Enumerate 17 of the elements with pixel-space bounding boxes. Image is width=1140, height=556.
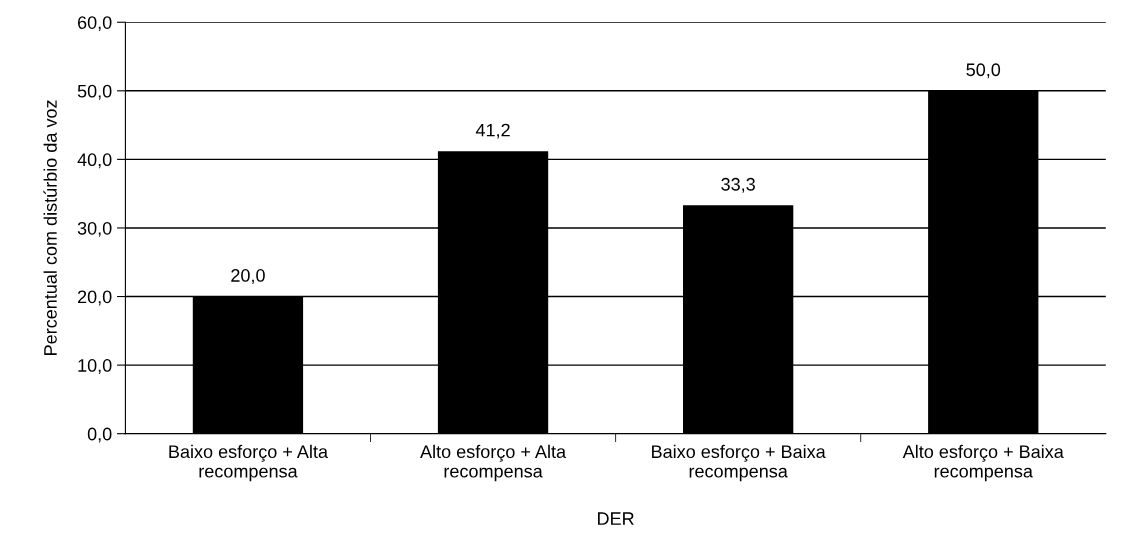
y-tick-label: 60,0 bbox=[77, 16, 112, 32]
x-axis-title: DER bbox=[598, 512, 634, 525]
y-tick-label: 50,0 bbox=[77, 84, 112, 100]
data-label: 33,3 bbox=[721, 177, 755, 193]
x-tick-label: Baixo esforço + Alta recompensa bbox=[169, 444, 328, 482]
y-tick-label: 10,0 bbox=[78, 359, 112, 374]
y-tick-label: 40,0 bbox=[77, 153, 112, 169]
data-label: 20,0 bbox=[231, 269, 265, 284]
x-tick-label: Alto esforço + Alta recompensa bbox=[420, 444, 567, 482]
y-tick-label: 0,0 bbox=[87, 427, 112, 443]
data-label: 50,0 bbox=[966, 63, 1001, 79]
y-axis-title: Percentual com distúrbio da voz bbox=[43, 100, 57, 355]
data-label: 41,2 bbox=[475, 123, 510, 139]
y-tick-label: 30,0 bbox=[77, 221, 112, 237]
y-tick-label: 20,0 bbox=[77, 290, 112, 306]
x-tick-label: Baixo esforço + Baixa recompensa bbox=[652, 444, 826, 482]
x-tick-label: Alto esforço + Baixa recompensa bbox=[902, 444, 1064, 482]
